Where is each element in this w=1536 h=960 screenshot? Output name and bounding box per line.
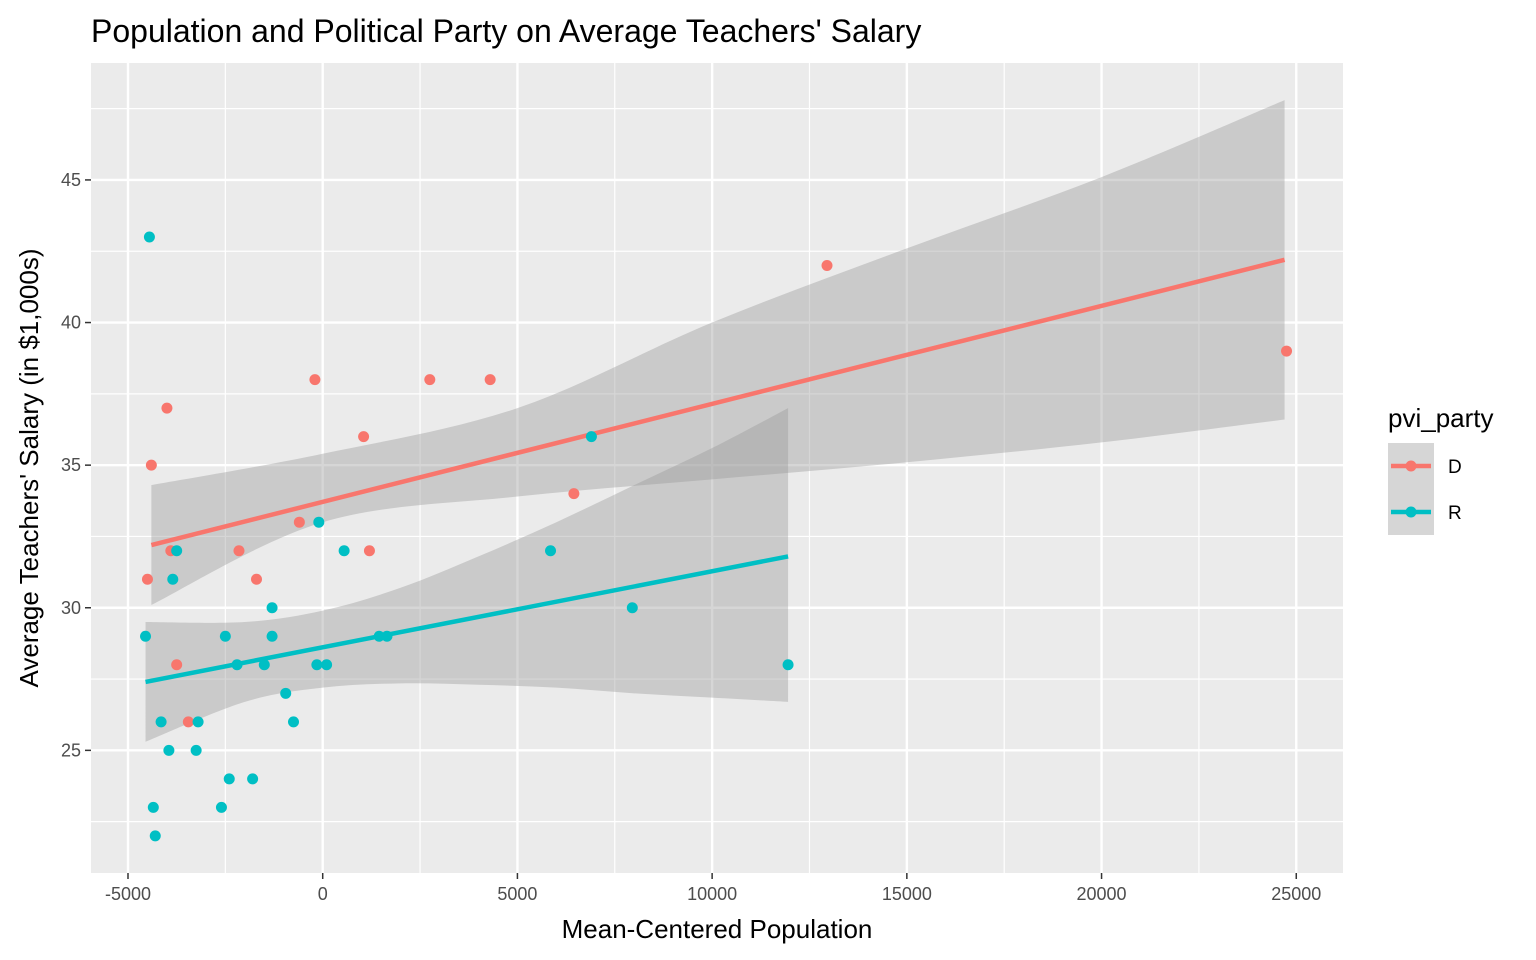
data-point-R [381, 630, 393, 642]
x-tick-label: 25000 [1271, 884, 1321, 904]
x-axis-title: Mean-Centered Population [562, 914, 873, 944]
data-point-D [293, 516, 305, 528]
data-point-R [147, 801, 159, 813]
legend: pvi_party D R [1388, 403, 1494, 535]
fit-line-D [150, 257, 1286, 548]
data-point-D [309, 374, 321, 386]
x-tick-label: -5000 [105, 884, 151, 904]
data-point-D [484, 374, 496, 386]
data-point-D [161, 402, 173, 414]
data-point-D [141, 573, 153, 585]
data-point-D [251, 573, 263, 585]
data-point-R [223, 773, 235, 785]
plot-panel [91, 63, 1343, 873]
data-points [140, 231, 1293, 842]
data-point-R [163, 744, 175, 756]
data-point-D [424, 374, 436, 386]
data-point-D [821, 260, 833, 271]
x-tick-label: 20000 [1077, 884, 1127, 904]
data-point-R [288, 716, 300, 728]
x-tick-label: 15000 [882, 884, 932, 904]
data-point-R [311, 659, 323, 671]
data-point-D [363, 545, 375, 557]
data-point-R [373, 630, 385, 642]
legend-key-point-R [1405, 506, 1417, 518]
data-point-R [338, 545, 350, 557]
major-gridlines [91, 63, 1343, 873]
data-point-R [266, 630, 278, 642]
data-point-R [321, 659, 333, 671]
y-axis-title: Average Teachers' Salary (in $1,000s) [14, 248, 44, 687]
legend-label-R: R [1448, 503, 1462, 524]
data-point-D [145, 459, 157, 471]
data-point-R [313, 516, 325, 528]
y-axis: 25 30 35 40 45 [61, 170, 91, 760]
fit-line-R [145, 554, 789, 685]
y-tick-label: 40 [61, 313, 81, 333]
data-point-R [545, 545, 557, 557]
data-point-R [167, 573, 179, 585]
x-axis: -5000 0 5000 10000 15000 20000 25000 [105, 873, 1321, 904]
data-point-R [143, 231, 155, 243]
data-point-D [1281, 345, 1293, 357]
data-point-R [231, 659, 243, 671]
data-point-R [219, 630, 231, 642]
legend-key-point-D [1405, 460, 1417, 472]
data-point-R [149, 830, 161, 842]
data-point-D [233, 545, 245, 557]
data-point-R [626, 602, 638, 614]
y-tick-label: 45 [61, 170, 81, 190]
data-point-R [258, 659, 270, 671]
x-tick-label: 5000 [497, 884, 537, 904]
data-point-R [266, 602, 278, 614]
data-point-R [215, 801, 227, 813]
legend-title: pvi_party [1388, 403, 1494, 433]
chart-title: Population and Political Party on Averag… [91, 13, 921, 49]
minor-gridlines [91, 63, 1343, 873]
y-tick-label: 35 [61, 455, 81, 475]
data-point-R [155, 716, 167, 728]
data-point-R [782, 659, 794, 671]
y-tick-label: 25 [61, 740, 81, 760]
confidence-ribbon-R [145, 408, 789, 742]
data-point-R [247, 773, 259, 785]
confidence-ribbon-D [151, 100, 1285, 605]
data-point-R [585, 431, 597, 443]
data-point-D [182, 716, 194, 728]
data-point-R [171, 545, 183, 557]
data-point-R [140, 630, 152, 642]
x-tick-label: 0 [318, 884, 328, 904]
data-point-R [280, 687, 292, 699]
data-point-D [358, 431, 370, 443]
fit-lines [145, 257, 1286, 685]
legend-label-D: D [1448, 457, 1462, 478]
data-point-D [568, 488, 580, 500]
confidence-ribbons [145, 100, 1285, 742]
data-point-D [171, 659, 183, 671]
data-point-R [192, 716, 204, 728]
data-point-R [190, 744, 202, 756]
x-tick-label: 10000 [687, 884, 737, 904]
y-tick-label: 30 [61, 598, 81, 618]
